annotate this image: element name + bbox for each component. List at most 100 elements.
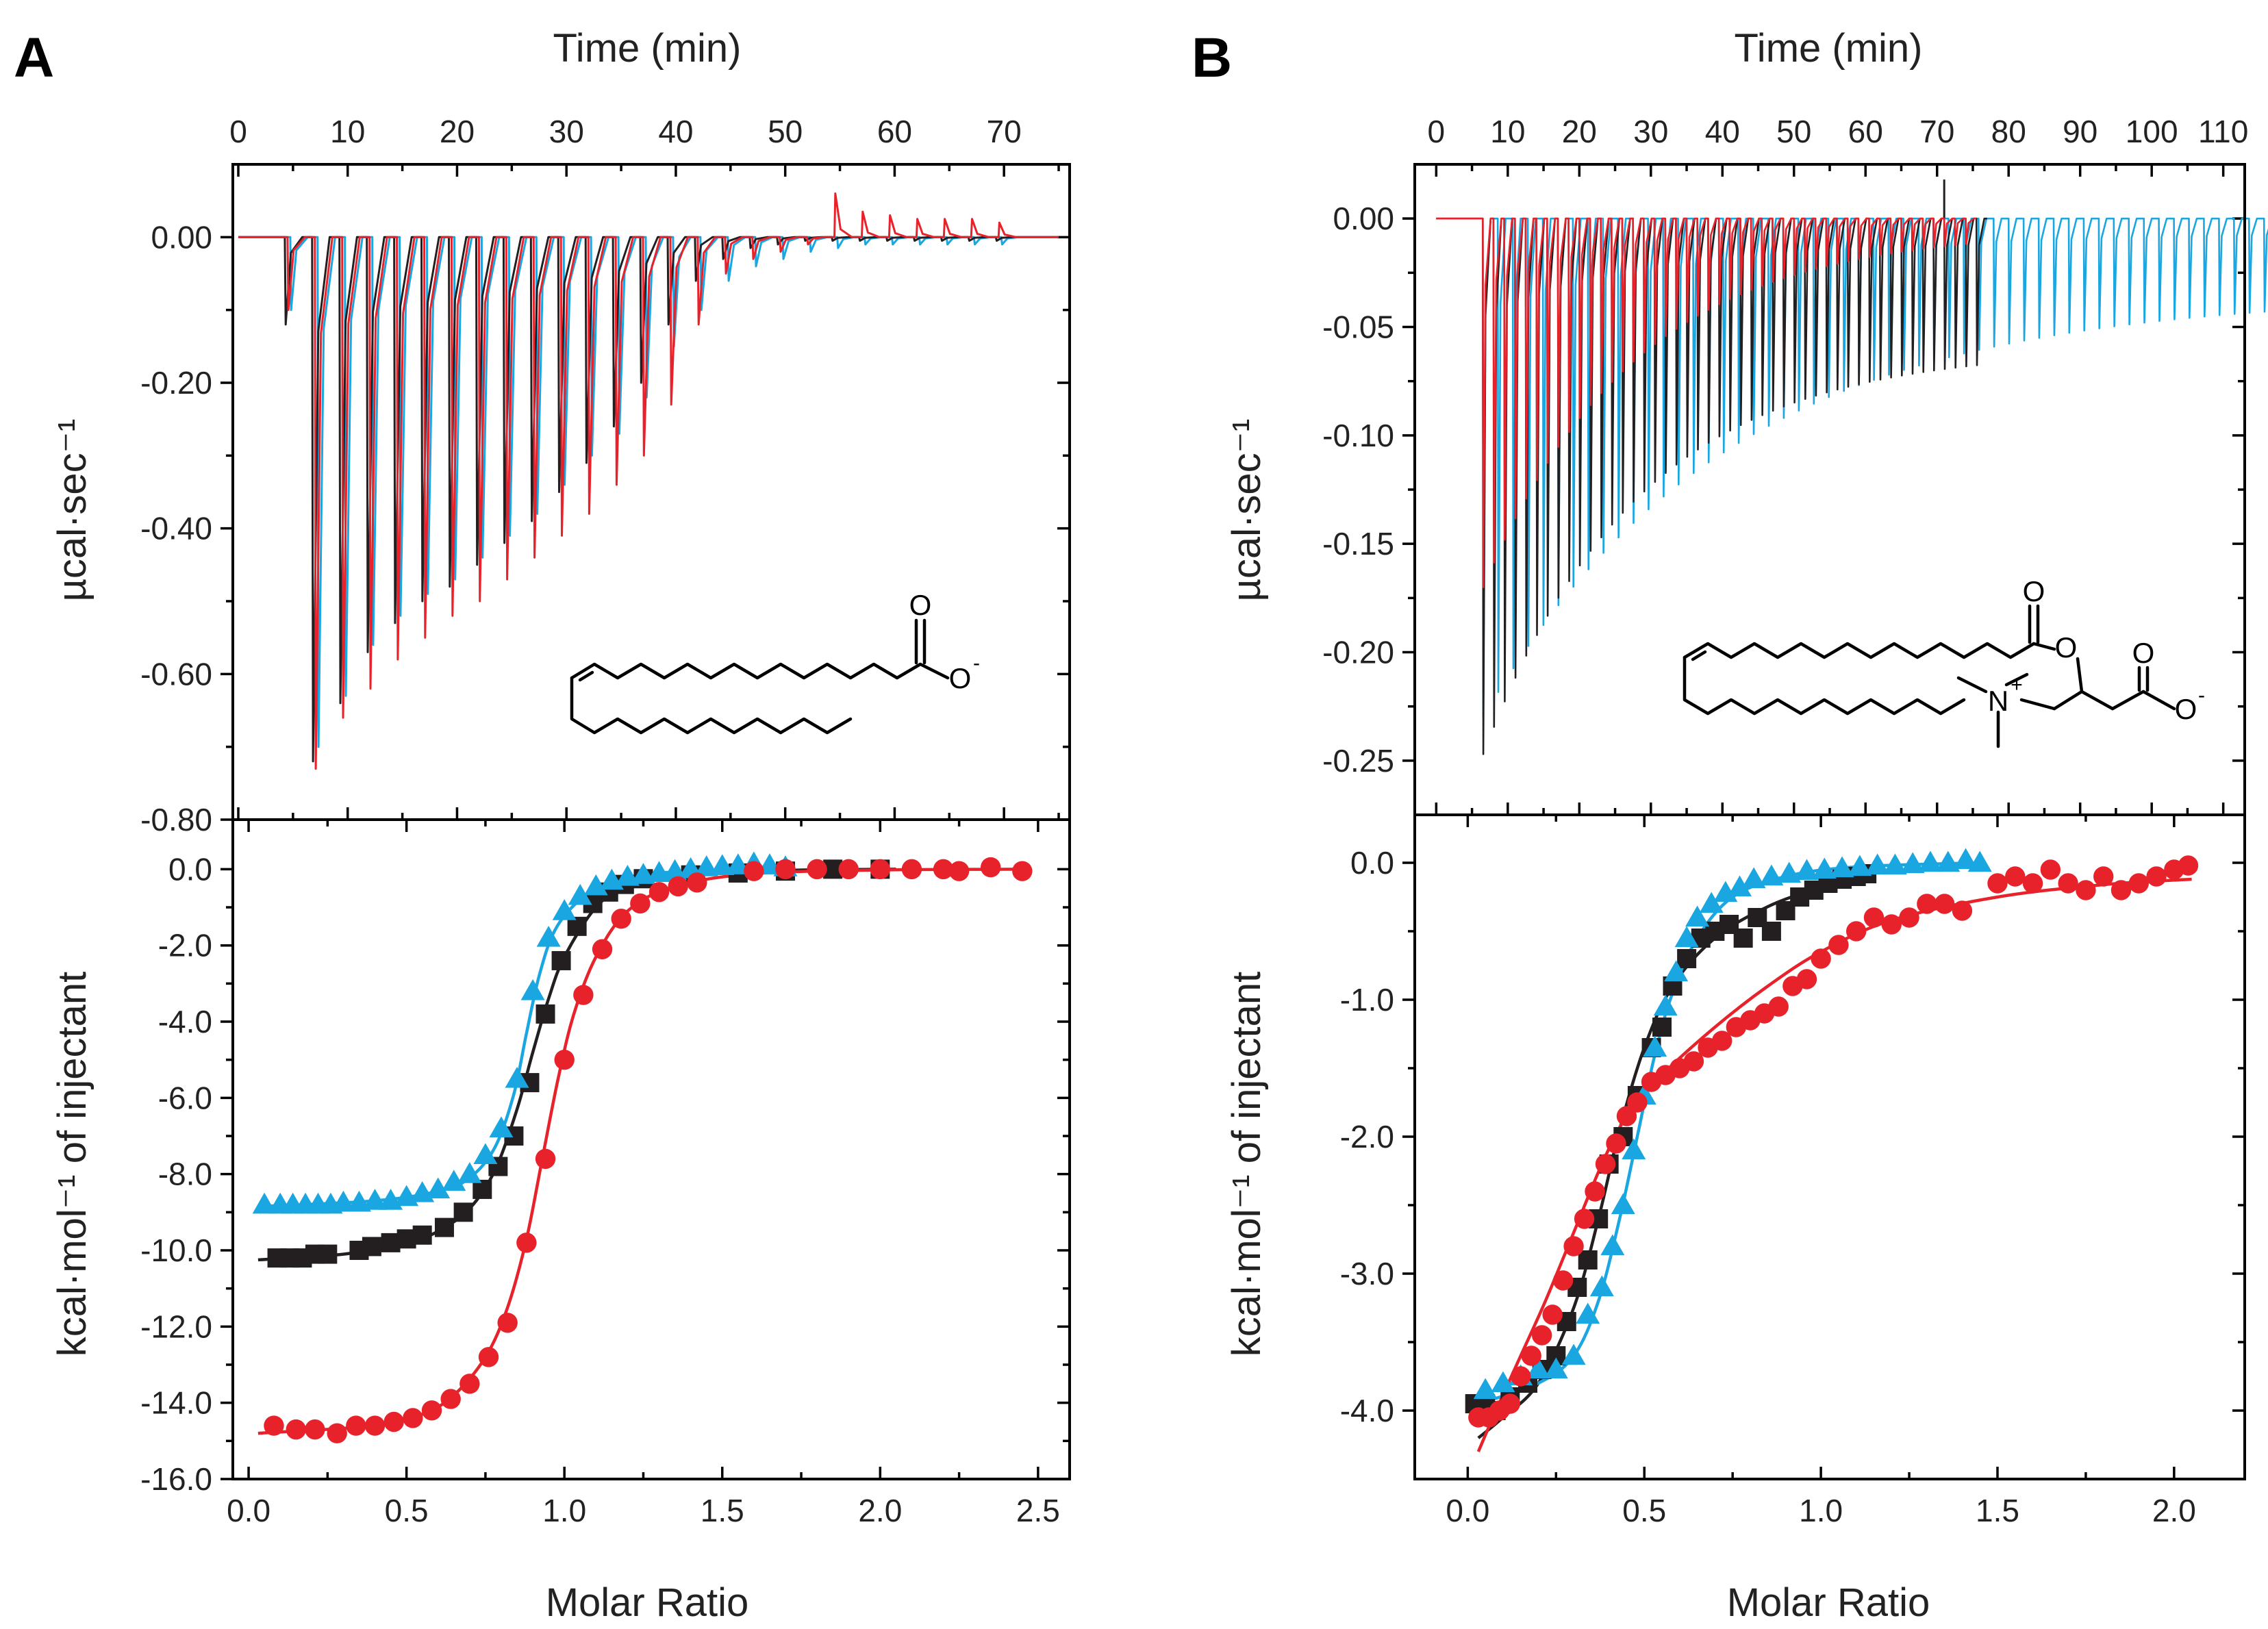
panel-a-oleate-structure: O O - (570, 589, 980, 735)
panel-a-fit-points (252, 851, 1033, 1443)
panel-b-fit-point-blue (1622, 1138, 1646, 1160)
panel-a-time-axis-title: Time (min) (553, 26, 742, 71)
panel-b-fit-point-blue (1741, 867, 1766, 889)
panel-b-fit-point-red (1500, 1393, 1520, 1414)
panel-b-fit-point-red (1552, 1270, 1574, 1291)
panel-b-letter: B (1192, 27, 1232, 89)
panel-a-fit-point-red (554, 1049, 575, 1070)
panel-b-fit-point-blue (1526, 1357, 1551, 1379)
panel-b-fit-point-blue (1653, 994, 1678, 1016)
panel-b-fit-x-tick-label: 0.5 (1622, 1493, 1666, 1528)
carnitine-ester-oxygen: O (2055, 631, 2078, 664)
carnitine-double-bond-line (1691, 650, 1707, 661)
panel-a-fit-y-tick-label: -8.0 (158, 1157, 212, 1192)
carnitine-chain-lower (1683, 655, 1966, 716)
panel-b-fit-point-red (2076, 880, 2096, 900)
panel-b-fit-point-red (2093, 866, 2114, 887)
panel-a-fit-y-tick-label: -12.0 (140, 1309, 212, 1344)
panel-b-fit-point-black (1733, 929, 1753, 948)
panel-a-fit-y-tick-label: -2.0 (158, 928, 212, 963)
panel-a-fit-point-blue (568, 883, 592, 905)
panel-a-fit-point-red (573, 985, 594, 1005)
panel-a-raw-x-tick-label: 0 (229, 114, 247, 149)
panel-b-fit-y-tick-label: -4.0 (1340, 1393, 1394, 1428)
panel-a-fit-point-blue (583, 874, 608, 896)
panel-a-fit-y-tick-label: -16.0 (140, 1461, 212, 1497)
panel-a-raw-y-tick-label: -0.20 (140, 365, 212, 401)
panel-a-fit-point-red (364, 1415, 386, 1436)
panel-b-fit-point-blue (1727, 875, 1752, 897)
panel-b-fit-point-red (2110, 880, 2132, 900)
panel-a-fit-x-tick-label: 1.0 (542, 1493, 586, 1528)
panel-b-fit-point-red (1917, 894, 1937, 914)
carnitine-acid-carbonyl-oxygen: O (2132, 637, 2155, 669)
panel-b-fit-point-red (2178, 855, 2199, 876)
oleate-carbonyl-oxygen: O (909, 589, 932, 621)
panel-a-fit-point-blue (552, 899, 577, 920)
panel-a-raw-x-tick-label: 70 (987, 114, 1022, 149)
panel-a-fit-point-red (668, 876, 688, 897)
panel-b-fit-point-blue (1848, 855, 1872, 876)
panel-a-fit-point-blue (710, 854, 735, 876)
panel-a-fit-point-red (611, 909, 631, 929)
panel-b-binding-isotherm: Molar Ratio kcal·mol⁻¹ of injectant 0.0 0… (1224, 813, 2246, 1625)
panel-b-fit-point-red (1881, 914, 1902, 935)
panel-a-raw-y-tick-label: -0.80 (140, 802, 212, 837)
panel-b-fit-x-tick-label: 0.0 (1446, 1493, 1489, 1528)
panel-b-fit-point-red (2005, 866, 2026, 887)
panel-b-raw-x-tick-label: 70 (1919, 114, 1954, 149)
panel-a-fit-point-red (516, 1233, 537, 1253)
panel-a-raw-ticks: 0 10 20 30 40 50 60 70 0.00 -0.20 -0.40 -0.60 -0.80 (140, 114, 1070, 837)
panel-a-binding-isotherm: Molar Ratio kcal·mol⁻¹ of injectant 0.0 0… (50, 818, 1071, 1625)
panel-b-raw-y-tick-label: 0.00 (1333, 201, 1394, 236)
panel-a-fit-point-blue (363, 1189, 388, 1210)
panel-b-fit-point-red (1845, 921, 1867, 942)
panel-a-raw-traces (238, 192, 1059, 770)
carnitine-nitrogen: N (1988, 685, 2008, 717)
panel-b-fit-point-blue (1664, 960, 1689, 982)
panel-a-fit-ticks: 0.0 0.5 1.0 1.5 2.0 2.5 0.0 -2.0 -4.0 -6.0 -8.0 -10… (140, 820, 1070, 1528)
carnitine-carboxylate-oxygen: O (2175, 693, 2197, 725)
panel-b-fit-point-blue (1954, 848, 1978, 870)
panel-a-fit-point-red (838, 859, 859, 880)
panel-a-fit-point-red (440, 1389, 461, 1409)
panel-a-fit-x-tick-label: 0.0 (227, 1493, 270, 1528)
carnitine-backbone-3 (2019, 698, 2056, 711)
carnitine-n-methyl-1 (1956, 676, 1988, 694)
oleate-charge: - (973, 652, 980, 674)
panel-b-fit-point-red (1952, 900, 1973, 921)
panel-a-raw-trace-blue (238, 236, 1059, 748)
panel-a-raw-x-tick-label: 30 (549, 114, 584, 149)
panel-a-fit-point-blue (442, 1170, 466, 1191)
panel-a-fit-point-blue (457, 1162, 482, 1183)
carnitine-ester-bond (2032, 642, 2056, 651)
panel-b-fit-point-blue (1600, 1234, 1625, 1256)
panel-b-raw-x-tick-label: 20 (1562, 114, 1597, 149)
panel-b-raw-x-tick-label: 40 (1705, 114, 1740, 149)
panel-b-fit-point-blue (1882, 853, 1907, 875)
panel-a-fit-x-tick-label: 2.0 (858, 1493, 902, 1528)
panel-a-fit-point-blue (505, 1067, 529, 1088)
oleate-chain-lower (570, 676, 853, 735)
panel-a-raw-x-tick-label: 60 (877, 114, 912, 149)
panel-b-fit-point-blue (1589, 1275, 1614, 1297)
panel-a-fit-point-blue (489, 1116, 514, 1138)
panel-b-raw-y-tick-label: -0.20 (1322, 635, 1394, 670)
panel-a-letter: A (14, 27, 54, 89)
panel-b-raw-y-tick-label: -0.15 (1322, 526, 1394, 561)
panel-b-fit-y-tick-label: 0.0 (1350, 845, 1394, 881)
panel-b-fit-point-red (1585, 1181, 1605, 1202)
panel-b-fit-point-blue (1561, 1343, 1586, 1365)
panel-b-fit-point-blue (1759, 864, 1784, 886)
panel-b-fit-x-tick-label: 1.0 (1799, 1493, 1843, 1528)
carnitine-acid-bond (2141, 690, 2176, 711)
panel-b-fit-point-blue (1918, 850, 1943, 872)
carnitine-chain-upper (1683, 642, 2036, 659)
panel-b-fit-frame (1413, 813, 2246, 1480)
panel-a-fit-point-red (264, 1415, 284, 1436)
panel-a-fit-point-red (346, 1415, 366, 1436)
panel-b-fit-point-red (1811, 948, 1831, 969)
panel-b-fit-point-red (2040, 859, 2061, 880)
panel-b-fit-point-black (1761, 922, 1781, 941)
